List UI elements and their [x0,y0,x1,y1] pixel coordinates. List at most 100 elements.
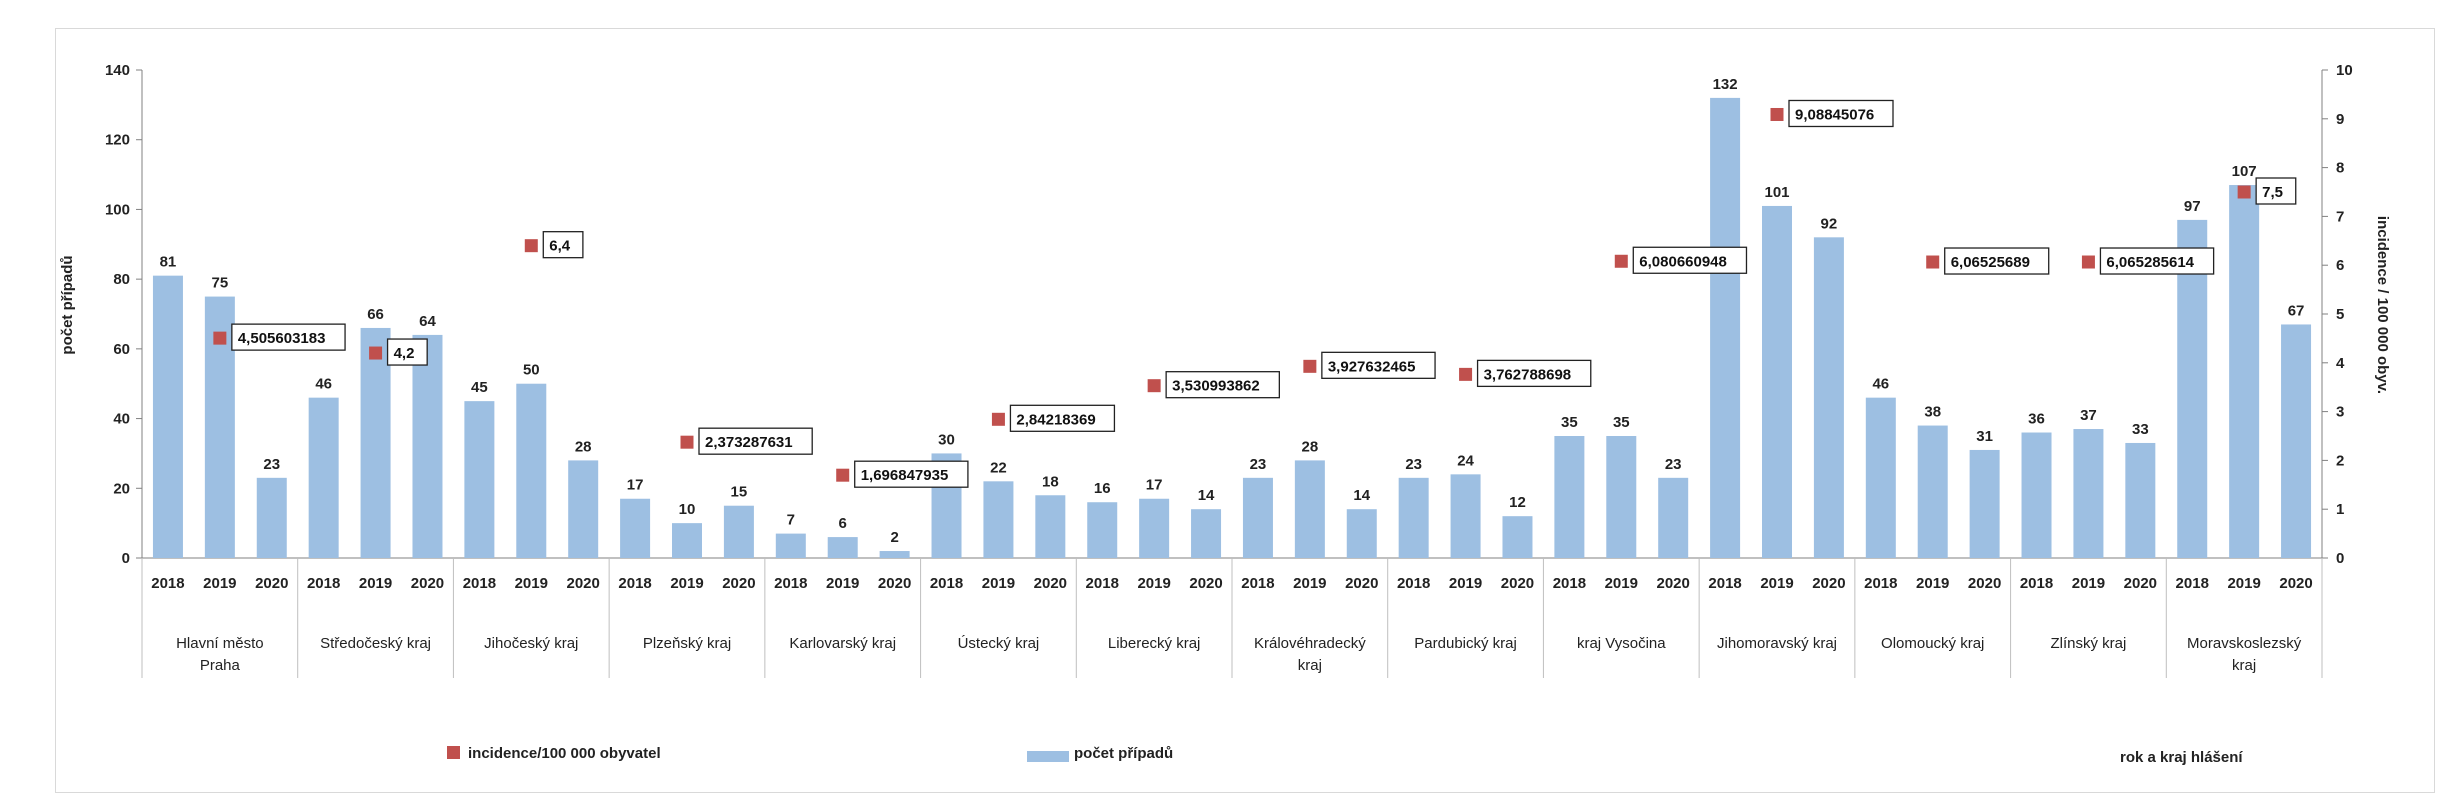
bar [568,460,599,558]
bar [152,275,183,558]
year-tick-label: 2018 [463,575,496,592]
bar-value-label: 36 [2028,411,2045,428]
bar [1969,449,2000,558]
x-axis-title: rok a kraj hlášení [2120,749,2243,766]
y-tick-label: 60 [113,341,130,358]
bar-value-label: 18 [1042,473,1059,490]
year-tick-label: 2020 [1501,575,1534,592]
region-label: Olomoucký kraj [1881,635,1984,652]
bar-value-label: 14 [1198,487,1215,504]
bar-value-label: 50 [523,362,540,379]
year-tick-label: 2019 [203,575,236,592]
bar [672,523,702,558]
region-label: Plzeňský kraj [643,635,731,652]
y-axis-title: počet případů [59,255,76,354]
incidence-label-box [1165,371,1280,399]
bar [2021,432,2052,558]
bar-value-label: 10 [679,501,696,518]
y2-tick-label: 6 [2336,257,2344,274]
bar-value-label: 37 [2080,407,2097,424]
year-tick-label: 2020 [2279,575,2312,592]
incidence-marker [2237,185,2251,199]
incidence-marker [213,331,227,345]
bar-value-label: 38 [1924,404,1941,421]
year-tick-label: 2018 [1553,575,1586,592]
bar [412,334,443,558]
y2-tick-label: 5 [2336,306,2344,323]
bar [2125,442,2156,558]
bar [1242,477,1273,558]
incidence-label: 9,08845076 [1795,106,1874,123]
year-tick-label: 2018 [2176,575,2209,592]
year-tick-label: 2019 [515,575,548,592]
year-tick-label: 2018 [930,575,963,592]
y2-tick-label: 1 [2336,501,2344,518]
bar-value-label: 81 [160,254,177,271]
y2-axis-title: incidence / 100 000 obyv. [2374,216,2391,394]
bar [983,481,1014,558]
bar-value-labels: 81 75 23 46 66 64 45 50 28 17 10 15 7 6 2 30 22 18 16 17 14 2… [160,76,2305,546]
incidence-markers: 4,505603183 4,2 6,4 2,373287631 1,696847935 2… [213,99,2297,488]
incidence-marker [991,412,1005,426]
year-tick-label: 2020 [1189,575,1222,592]
year-tick-label: 2018 [774,575,807,592]
y-tick-label: 0 [122,550,130,567]
incidence-marker [1147,379,1161,393]
incidence-label-box [1321,351,1436,379]
bar-value-label: 92 [1821,215,1838,232]
incidence-marker [1459,367,1473,381]
incidence-marker [2081,255,2095,269]
bar-value-label: 132 [1713,76,1738,93]
year-tick-label: 2018 [1397,575,1430,592]
region-label: Pardubický kraj [1414,635,1517,652]
year-tick-label: 2019 [359,575,392,592]
bar-value-label: 23 [1665,456,1682,473]
bar-value-label: 15 [731,484,748,501]
year-tick-label: 2019 [1760,575,1793,592]
bar-value-label: 7 [787,512,795,529]
y-tick-label: 100 [105,201,130,218]
bar [620,498,651,558]
region-label: Hlavní město [176,635,264,652]
year-tick-label: 2019 [670,575,703,592]
incidence-label: 4,505603183 [238,330,326,347]
region-label: kraj Vysočina [1577,635,1666,652]
incidence-label-box [698,427,813,455]
bar-value-label: 23 [1405,456,1422,473]
bar-value-label: 64 [419,313,436,330]
incidence-label: 3,762788698 [1484,366,1572,383]
bar [879,551,910,558]
bar [464,401,495,558]
year-tick-label: 2019 [1449,575,1482,592]
bar [1035,495,1066,558]
y2-tick-label: 10 [2336,62,2353,79]
bar-value-label: 23 [263,456,280,473]
bar-value-label: 12 [1509,494,1526,511]
bar [2281,324,2312,558]
year-tick-label: 2020 [2124,575,2157,592]
incidence-marker [836,468,850,482]
bar-value-label: 17 [627,477,644,494]
region-label: Praha [200,657,241,674]
incidence-label-box [231,323,346,351]
incidence-label-box [1944,247,2050,275]
bar [1917,425,1948,558]
y-tick-label: 80 [113,271,130,288]
bar [256,477,287,558]
region-label: Jihomoravský kraj [1717,635,1837,652]
incidence-label: 1,696847935 [861,467,949,484]
bar [1294,460,1325,558]
bar-value-label: 17 [1146,477,1163,494]
incidence-marker [1770,107,1784,121]
incidence-marker [1926,255,1940,269]
year-tick-label: 2018 [1086,575,1119,592]
incidence-label-box [2255,177,2297,205]
bar [2177,219,2208,558]
year-tick-label: 2018 [1708,575,1741,592]
bar-value-label: 101 [1764,184,1789,201]
bar [1450,474,1481,558]
incidence-label: 2,373287631 [705,434,793,451]
legend-bars-swatch [1027,751,1069,762]
bar [1554,436,1585,558]
incidence-label-box [1476,359,1592,388]
